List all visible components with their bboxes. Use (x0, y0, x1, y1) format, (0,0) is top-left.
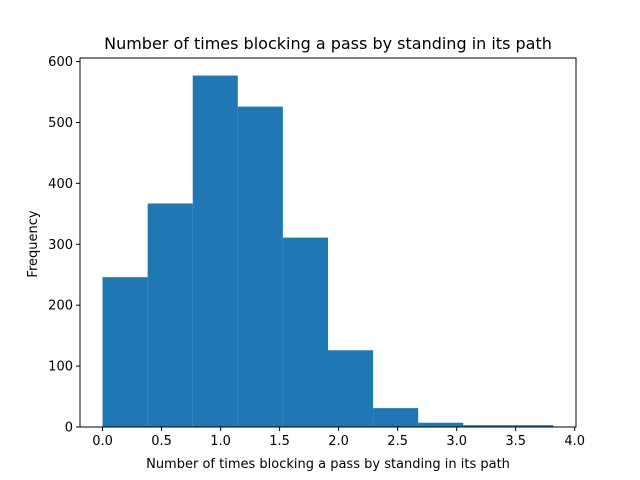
x-axis-label: Number of times blocking a pass by stand… (146, 457, 510, 472)
histogram-bar (463, 425, 509, 427)
histogram-bar (328, 350, 374, 427)
x-tick-label: 3.5 (505, 434, 526, 449)
x-tick-label: 3.0 (446, 434, 467, 449)
chart-title: Number of times blocking a pass by stand… (104, 34, 552, 53)
x-tick-label: 2.5 (387, 434, 408, 449)
bars-group (102, 75, 554, 428)
histogram-bar (237, 106, 283, 427)
y-axis-label: Frequency (26, 210, 41, 277)
plot-frame (79, 57, 577, 428)
histogram-bar (418, 422, 464, 427)
histogram-bar (282, 237, 328, 427)
y-tick-label: 400 (48, 177, 73, 192)
y-tick-label: 500 (48, 116, 73, 131)
y-axis-ticks: 0 100 200 300 400 500 600 (48, 55, 80, 436)
x-tick-label: 1.0 (210, 434, 231, 449)
histogram-bar (508, 425, 554, 427)
x-tick-label: 0.5 (151, 434, 172, 449)
y-tick-label: 100 (48, 360, 73, 375)
x-tick-label: 1.5 (269, 434, 290, 449)
y-tick-label: 300 (48, 238, 73, 253)
y-tick-label: 200 (48, 299, 73, 314)
histogram-bar (192, 75, 238, 428)
x-tick-label: 2.0 (328, 434, 349, 449)
y-tick-label: 0 (65, 421, 73, 436)
x-tick-label: 0.0 (92, 434, 113, 449)
x-axis-ticks: 0.0 0.5 1.0 1.5 2.0 2.5 3.0 3.5 4.0 (92, 427, 585, 449)
x-tick-label: 4.0 (564, 434, 585, 449)
y-tick-label: 600 (48, 55, 73, 70)
histogram-bar (373, 408, 419, 427)
histogram-bar (102, 277, 148, 427)
histogram-bar (147, 203, 193, 427)
